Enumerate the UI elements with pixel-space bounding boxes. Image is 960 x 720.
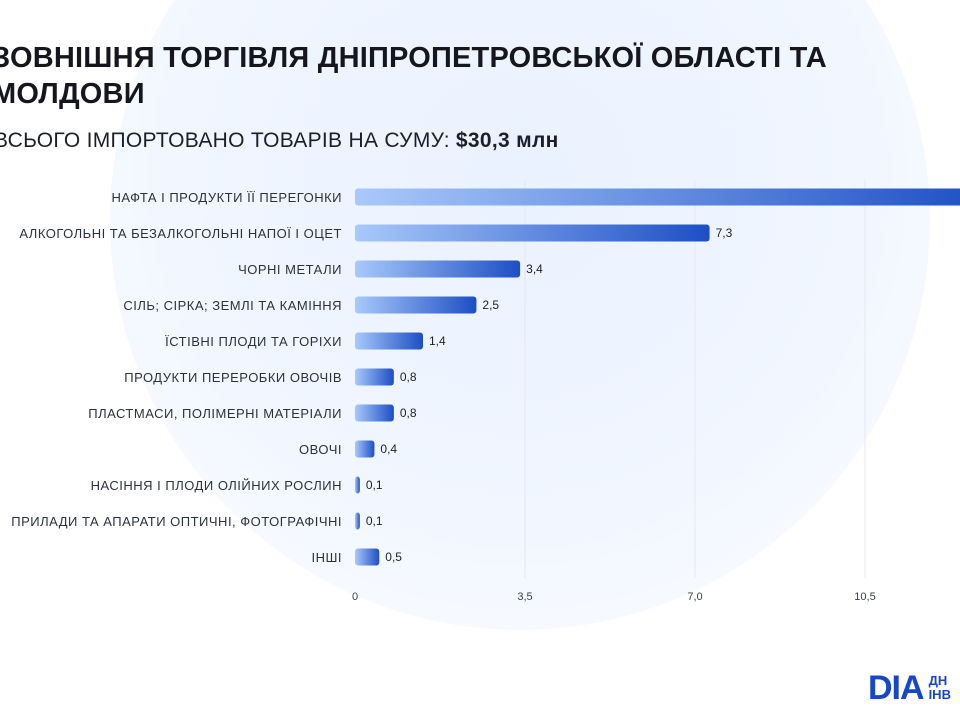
value-label: 0,4 bbox=[380, 442, 397, 456]
value-label: 2,5 bbox=[482, 298, 499, 312]
x-tick-label: 3,5 bbox=[517, 591, 532, 603]
category-label: ОВОЧІ bbox=[299, 442, 342, 457]
value-label: 0,1 bbox=[366, 514, 383, 528]
category-label: ПЛАСТМАСИ, ПОЛІМЕРНІ МАТЕРІАЛИ bbox=[88, 406, 342, 421]
x-tick-label: 7,0 bbox=[687, 591, 702, 603]
category-label: НАФТА І ПРОДУКТИ ЇЇ ПЕРЕГОНКИ bbox=[112, 190, 342, 205]
value-label: 0,5 bbox=[385, 550, 402, 564]
x-tick-label: 10,5 bbox=[854, 591, 875, 603]
value-label: 0,1 bbox=[366, 478, 383, 492]
value-label: 7,3 bbox=[716, 226, 733, 240]
subtitle-prefix: ВСЬОГО ІМПОРТОВАНО ТОВАРІВ НА СУМУ: bbox=[0, 129, 450, 152]
logo-side-line1: ДН bbox=[928, 673, 948, 688]
logo-side-text: ДН ІНВ bbox=[929, 674, 951, 702]
category-label: ЇСТІВНІ ПЛОДИ ТА ГОРІХИ bbox=[165, 334, 342, 349]
value-label: 0,8 bbox=[400, 370, 417, 384]
logo-text: DIA bbox=[868, 669, 925, 707]
category-label: АЛКОГОЛЬНІ ТА БЕЗАЛКОГОЛЬНІ НАПОЇ І ОЦЕТ bbox=[19, 226, 342, 241]
value-label: 0,8 bbox=[400, 406, 417, 420]
bar bbox=[355, 476, 360, 494]
x-tick-label: 0 bbox=[352, 591, 358, 603]
bar bbox=[355, 512, 360, 530]
bar bbox=[355, 260, 521, 278]
value-label: 3,4 bbox=[526, 262, 543, 276]
page-subtitle: ВСЬОГО ІМПОРТОВАНО ТОВАРІВ НА СУМУ: $30,3… bbox=[0, 127, 559, 155]
bar bbox=[355, 296, 477, 314]
category-label: ПРИЛАДИ ТА АПАРАТИ ОПТИЧНІ, ФОТОГРАФІЧНІ bbox=[11, 514, 342, 529]
bar bbox=[355, 440, 375, 458]
bar bbox=[355, 404, 394, 422]
category-label: ПРОДУКТИ ПЕРЕРОБКИ ОВОЧІВ bbox=[124, 370, 342, 385]
category-label: СІЛЬ; СІРКА; ЗЕМЛІ ТА КАМІННЯ bbox=[123, 298, 342, 313]
value-label: 1,4 bbox=[429, 334, 446, 348]
bar bbox=[355, 188, 960, 206]
dia-logo: DIA ДН ІНВ bbox=[868, 668, 960, 708]
subtitle-total: $30,3 млн bbox=[455, 129, 559, 152]
bar bbox=[355, 332, 423, 350]
category-label: НАСІННЯ І ПЛОДИ ОЛІЙНИХ РОСЛИН bbox=[91, 478, 342, 493]
bar bbox=[355, 224, 710, 242]
background-circle bbox=[110, 0, 930, 630]
page-title: ЗОВНІШНЯ ТОРГІВЛЯ ДНІПРОПЕТРОВСЬКОЇ ОБЛА… bbox=[0, 42, 827, 110]
logo-side-line2: ІНВ bbox=[928, 687, 951, 702]
bar bbox=[355, 368, 394, 386]
category-label: ЧОРНІ МЕТАЛИ bbox=[238, 262, 342, 277]
bar bbox=[355, 548, 380, 566]
category-label: ІНШІ bbox=[311, 550, 342, 565]
